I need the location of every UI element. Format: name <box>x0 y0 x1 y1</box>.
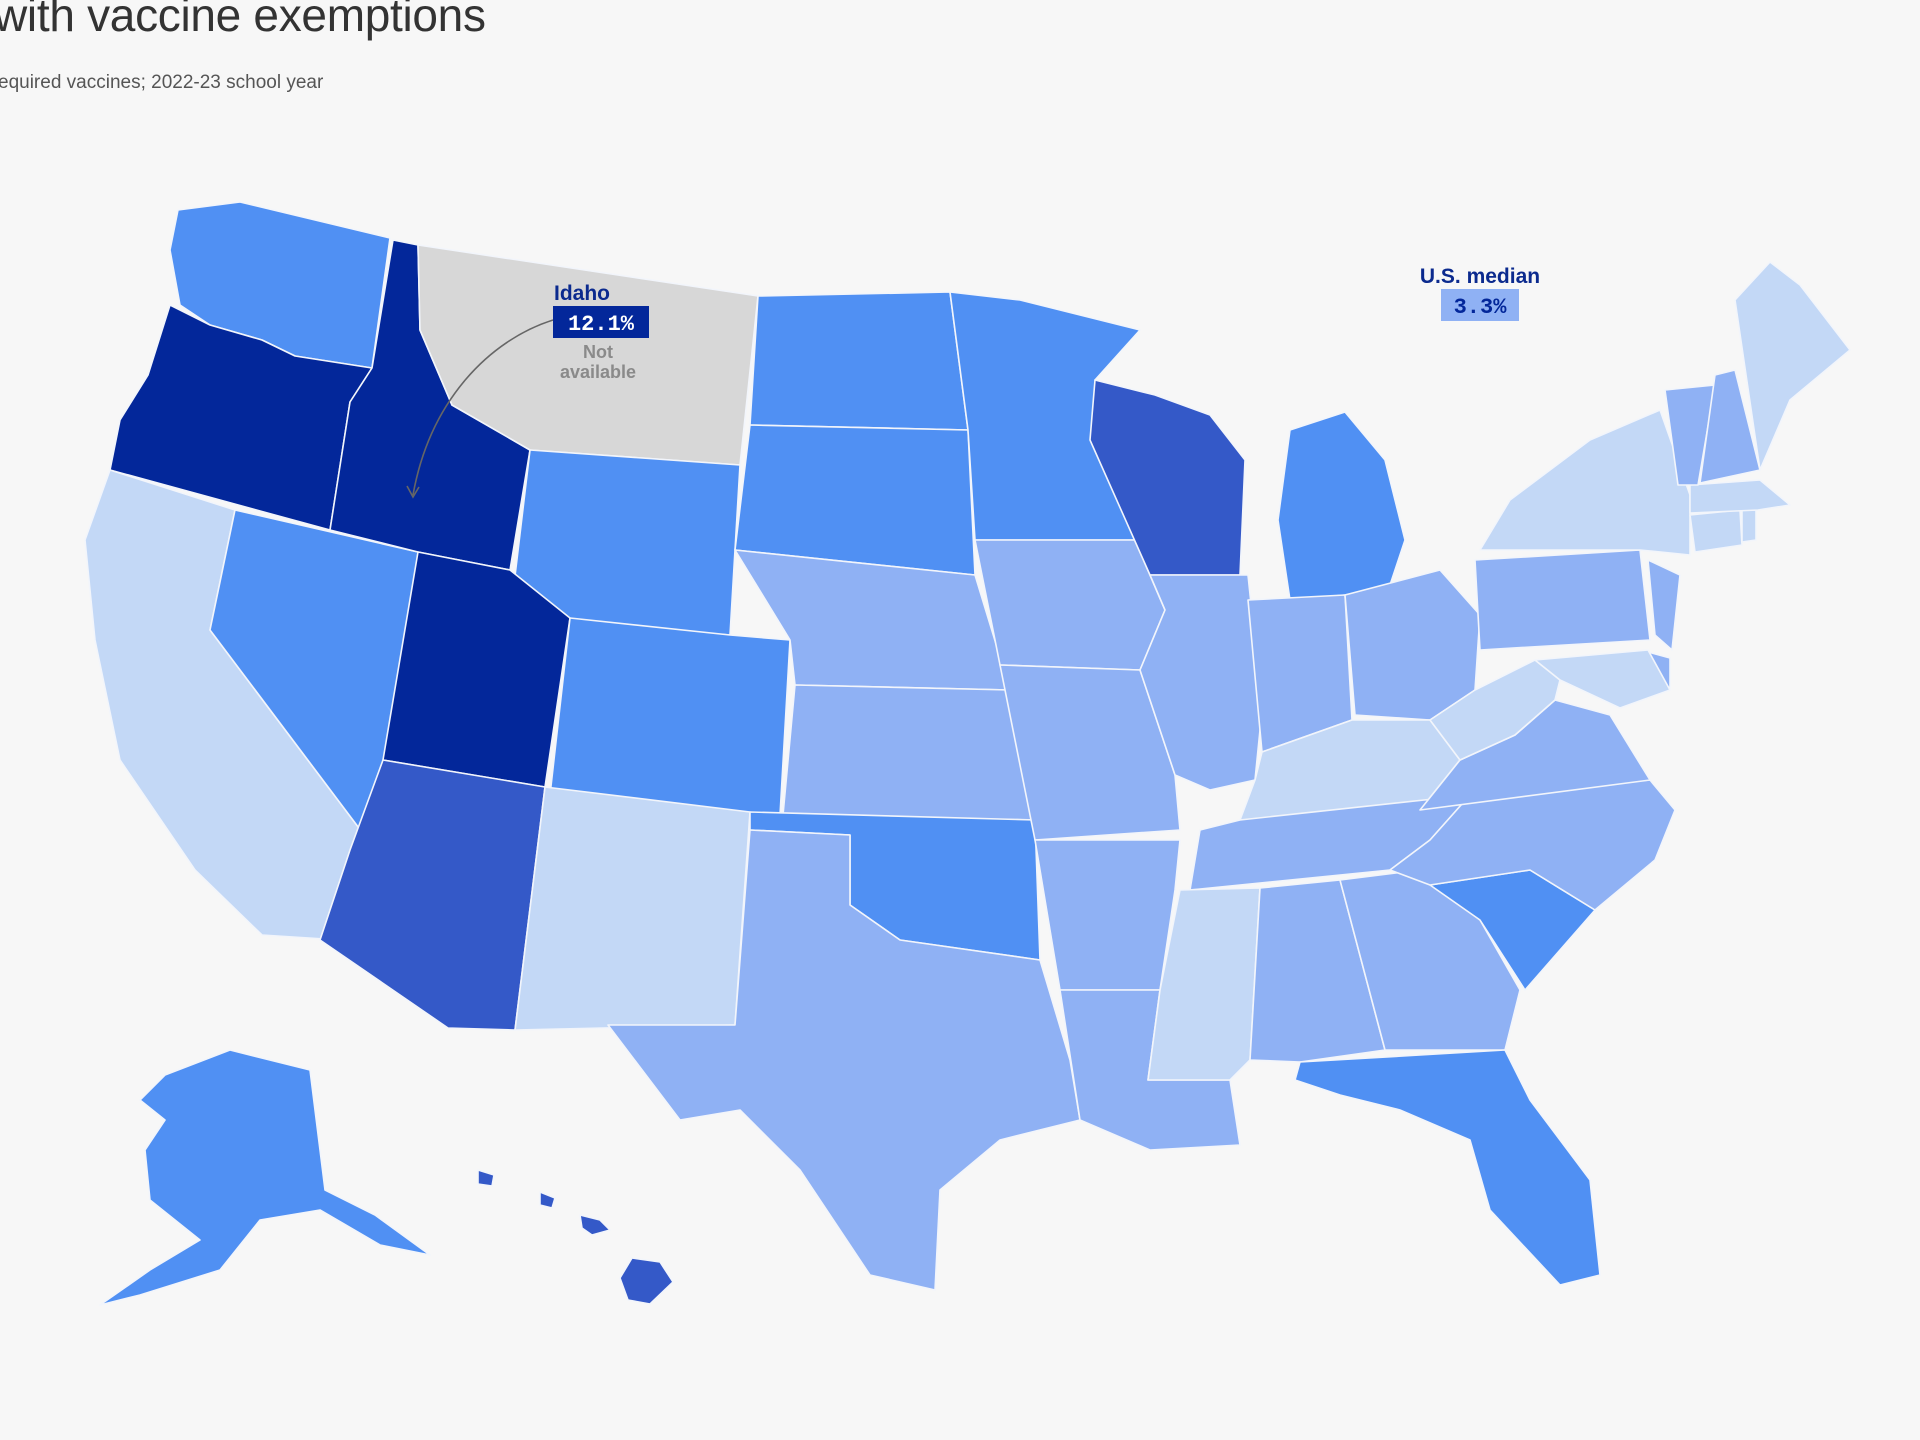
idaho-value-text: 12.1% <box>568 312 635 337</box>
not-available-label-line2: available <box>560 362 636 382</box>
chart-subtitle: equired vaccines; 2022-23 school year <box>0 72 324 93</box>
state-utah <box>382 551 571 788</box>
state-florida <box>1294 1049 1601 1286</box>
state-connecticut <box>1689 509 1743 553</box>
state-new-jersey <box>1647 559 1681 651</box>
state-maine <box>1734 261 1851 471</box>
state-west-virginia <box>1429 659 1561 761</box>
state-colorado <box>549 617 791 816</box>
idaho-label-name: Idaho <box>554 282 610 305</box>
median-value-badge <box>1441 289 1519 321</box>
state-massachusetts <box>1689 479 1791 514</box>
median-label: U.S. median <box>1420 265 1540 288</box>
state-north-dakota <box>749 291 969 431</box>
states-layer <box>84 201 1851 1306</box>
state-south-dakota <box>734 424 976 576</box>
state-hawaii <box>477 1169 674 1305</box>
state-rhode-island <box>1741 509 1757 543</box>
idaho-callout-arrow <box>412 319 554 496</box>
state-wisconsin <box>1089 379 1246 576</box>
state-pennsylvania <box>1474 549 1651 651</box>
annotations-layer: Idaho 12.1% Not available U.S. median 3.… <box>406 265 1540 499</box>
state-arkansas <box>1034 839 1181 991</box>
state-alaska <box>99 1049 431 1306</box>
state-michigan <box>1277 411 1406 601</box>
median-value-text: 3.3% <box>1454 295 1508 320</box>
chart-title: with vaccine exemptions <box>0 0 486 41</box>
state-missouri <box>999 664 1181 841</box>
not-available-label-line1: Not <box>583 342 613 362</box>
state-iowa <box>974 539 1166 671</box>
state-maryland <box>1534 649 1671 709</box>
state-north-carolina <box>1389 779 1676 911</box>
state-new-york <box>1479 409 1691 556</box>
state-vermont <box>1664 384 1716 486</box>
idaho-callout-arrowhead <box>406 485 420 499</box>
state-ohio <box>1344 569 1481 721</box>
state-texas <box>607 829 1081 1291</box>
idaho-value-badge <box>553 306 649 338</box>
state-new-mexico <box>514 786 751 1031</box>
state-kansas <box>782 684 1036 821</box>
